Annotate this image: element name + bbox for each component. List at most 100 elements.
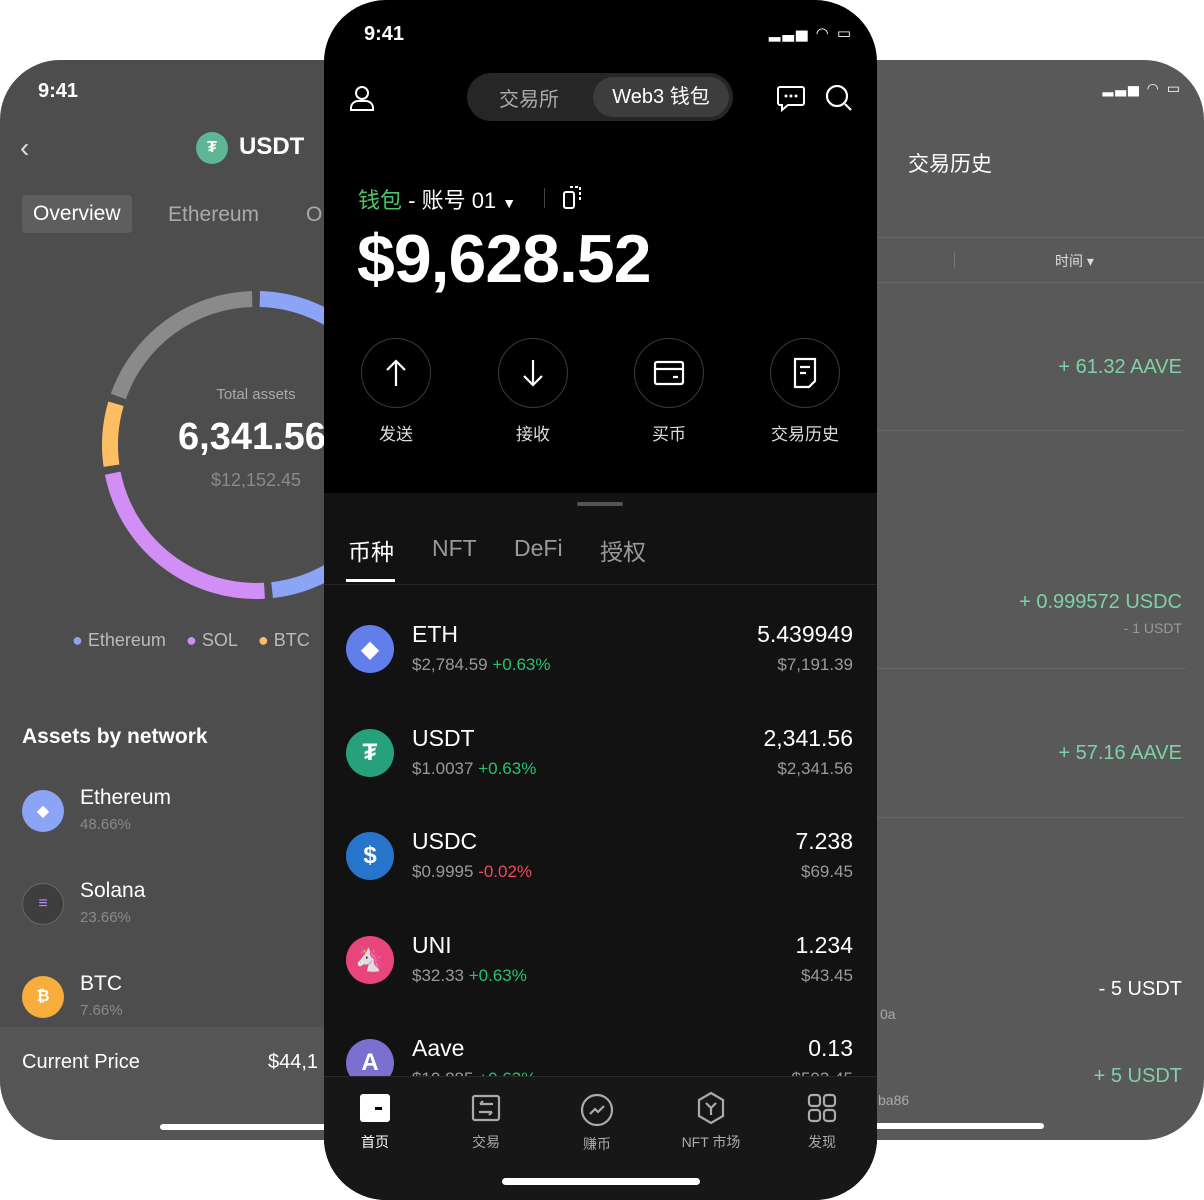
divider <box>324 584 877 585</box>
nav-label: 交易 <box>472 1134 500 1150</box>
asset-value: $69.45 <box>801 862 853 881</box>
asset-price: $2,784.59 <box>412 655 488 674</box>
network-name: Ethereum <box>80 786 172 809</box>
caret-down-icon: ▾ <box>1086 253 1094 269</box>
send-label: 发送 <box>379 425 413 444</box>
donut-segment-sol <box>104 471 265 599</box>
asset-row[interactable]: ◆ ETH $2,784.59 +0.63% 5.439949 $7,191.3… <box>324 613 877 713</box>
page-title: USDT <box>239 133 305 160</box>
asset-amount: 7.238 <box>795 828 853 854</box>
tx-amount: + 61.32 AAVE <box>1058 356 1182 378</box>
right-phone-screen: ▂▃▅ ◠ ▭ 交易历史 时间 ▾ + 61.32 AAVE + 0.99957… <box>850 60 1204 1140</box>
receive-button[interactable]: 接收 <box>483 338 583 445</box>
tab-ethereum[interactable]: Ethereum <box>168 203 260 226</box>
home-icon <box>360 1094 390 1122</box>
asset-change: +0.63% <box>478 758 537 778</box>
bitcoin-icon: ₿ <box>22 976 64 1018</box>
status-time: 9:41 <box>364 23 405 45</box>
back-icon[interactable]: ‹ <box>20 132 30 163</box>
nav-earn[interactable]: 赚币 <box>547 1090 647 1154</box>
tab-tokens[interactable]: 币种 <box>348 539 394 565</box>
asset-row[interactable]: $ USDC $0.9995 -0.02% 7.238 $69.45 <box>324 820 877 920</box>
tab-exchange[interactable]: 交易所 <box>499 89 559 111</box>
tab-overview[interactable]: Overview <box>22 195 132 233</box>
tx-amount: + 57.16 AAVE <box>1058 742 1182 764</box>
asset-row[interactable]: 🦄 UNI $32.33 +0.63% 1.234 $43.45 <box>324 924 877 1024</box>
tx-amount: - 5 USDT <box>1098 978 1182 1000</box>
asset-symbol: UNI <box>412 931 452 958</box>
page-title: 交易历史 <box>908 153 992 176</box>
asset-row[interactable]: ₮ USDT $1.0037 +0.63% 2,341.56 $2,341.56 <box>324 717 877 817</box>
history-button[interactable]: 交易历史 <box>755 338 855 445</box>
asset-price-line: $2,784.59 +0.63% <box>412 655 551 675</box>
nav-nft-market[interactable]: NFT 市场 <box>661 1090 761 1152</box>
asset-price: $0.9995 <box>412 862 474 881</box>
tx-amount: + 5 USDT <box>1093 1065 1182 1087</box>
network-name: Solana <box>80 879 146 902</box>
trade-icon <box>471 1094 501 1122</box>
wallet-label: 钱包 <box>358 188 403 213</box>
filter-bar: 时间 ▾ <box>850 237 1204 283</box>
nav-discover[interactable]: 发现 <box>772 1090 872 1152</box>
document-icon <box>770 338 840 408</box>
arrow-up-icon <box>361 338 431 408</box>
legend-dot: ● <box>72 630 83 650</box>
network-item[interactable]: ◆ Ethereum 48.66% <box>22 786 322 850</box>
tx-amount: + 0.999572 USDC <box>1019 591 1182 613</box>
current-price-label: Current Price <box>22 1051 140 1073</box>
solana-icon: ≡ <box>22 883 64 925</box>
divider <box>850 430 1186 431</box>
eth-icon: ◆ <box>346 625 394 673</box>
nav-label: 首页 <box>361 1134 389 1150</box>
message-icon[interactable] <box>776 84 806 112</box>
card-icon <box>634 338 704 408</box>
usdt-icon: ₮ <box>346 728 394 777</box>
account-selector[interactable]: 钱包 - 账号 01 ▼ <box>358 183 516 215</box>
legend-dot: ● <box>185 630 197 650</box>
tab-other[interactable]: O <box>306 203 323 226</box>
tab-defi[interactable]: DeFi <box>514 535 563 561</box>
network-name: BTC <box>80 972 122 995</box>
asset-change: +0.63% <box>468 965 527 985</box>
home-indicator <box>502 1178 700 1185</box>
asset-value: $2,341.56 <box>777 758 853 778</box>
sheet-handle[interactable] <box>577 502 623 506</box>
asset-symbol: USDT <box>412 724 475 751</box>
send-button[interactable]: 发送 <box>346 338 446 445</box>
network-item[interactable]: ₿ BTC 7.66% <box>22 972 322 1036</box>
time-filter[interactable]: 时间 ▾ <box>1055 251 1094 271</box>
asset-symbol: ETH <box>412 621 458 647</box>
arrow-down-icon <box>498 338 568 408</box>
nav-label: 发现 <box>808 1134 836 1150</box>
left-phone-screen: 9:41 ‹ ₮ USDT Overview Ethereum O Total … <box>0 60 360 1140</box>
price-bar: Current Price $44,1 <box>0 1027 360 1140</box>
center-phone-screen: 9:41 ▂▃▅ ◠ ▭ 交易所 Web3 钱包 钱包 - 账号 01 ▼ $9… <box>324 0 877 1200</box>
asset-symbol: Aave <box>412 1035 465 1061</box>
tab-approvals[interactable]: 授权 <box>600 539 646 565</box>
nav-trade[interactable]: 交易 <box>436 1090 536 1152</box>
tab-web3-wallet[interactable]: Web3 钱包 <box>593 77 729 117</box>
nav-home[interactable]: 首页 <box>325 1090 425 1152</box>
mode-switch: 交易所 Web3 钱包 <box>467 73 733 121</box>
asset-amount: 0.13 <box>808 1035 853 1061</box>
earn-icon <box>580 1093 614 1127</box>
caret-down-icon: ▼ <box>502 195 517 211</box>
asset-change: +0.63% <box>492 655 551 674</box>
tab-nft[interactable]: NFT <box>432 535 477 561</box>
uni-icon: 🦄 <box>346 935 394 984</box>
profile-icon[interactable] <box>348 84 376 112</box>
search-icon[interactable] <box>824 83 854 113</box>
asset-price-line: $32.33 +0.63% <box>412 966 527 986</box>
asset-change: -0.02% <box>478 862 533 881</box>
status-icons: ▂▃▅ ◠ ▭ <box>1102 80 1182 96</box>
divider <box>850 817 1186 818</box>
legend-ethereum: Ethereum <box>87 630 166 650</box>
donut-segment-btc <box>102 401 124 467</box>
switch-wallet-icon[interactable] <box>562 184 584 210</box>
asset-value: $7,191.39 <box>777 655 853 674</box>
tab-indicator <box>346 579 395 582</box>
network-item[interactable]: ≡ Solana 23.66% <box>22 879 322 943</box>
divider <box>954 252 955 268</box>
account-name: - 账号 01 <box>408 188 497 213</box>
buy-button[interactable]: 买币 <box>619 338 719 445</box>
